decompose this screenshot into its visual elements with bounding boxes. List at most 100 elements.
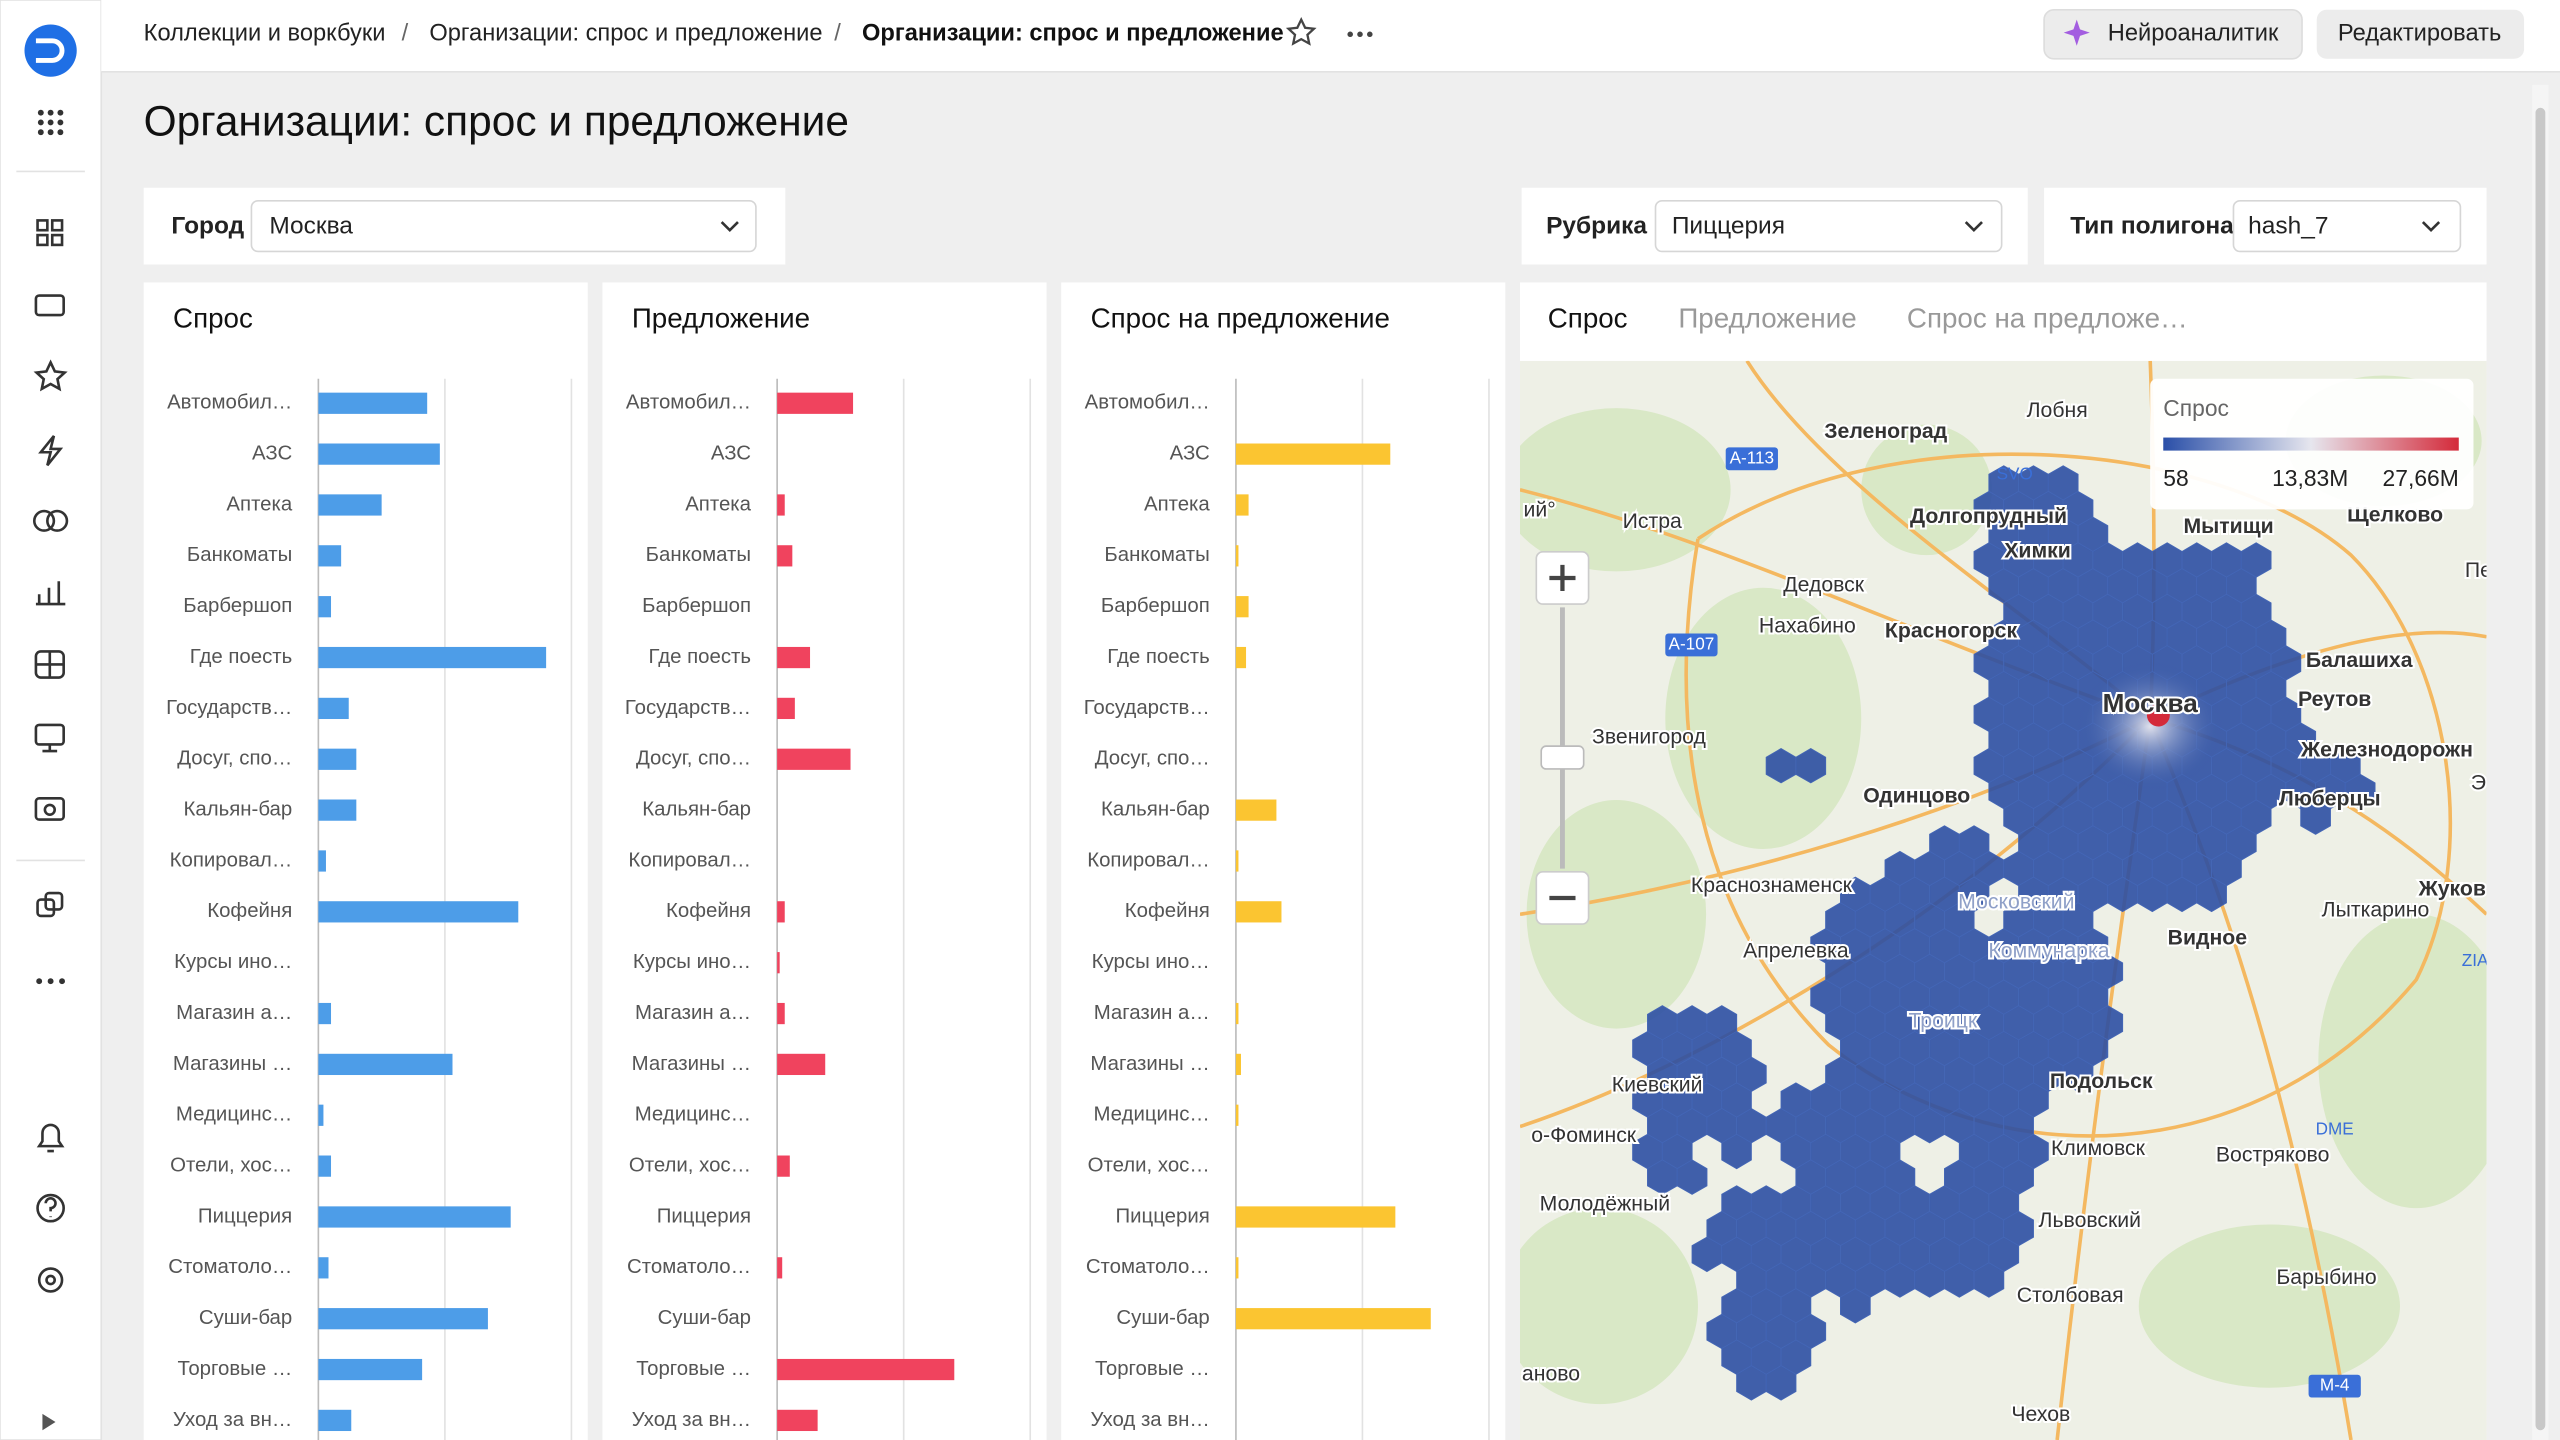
- nav-icons-bottom[interactable]: [36, 891, 65, 1293]
- place-label: Троицк: [1909, 1010, 1978, 1033]
- more-menu[interactable]: [1347, 31, 1373, 38]
- chart-title: Спрос: [173, 302, 253, 333]
- category-label: Медицинс…: [176, 1104, 292, 1126]
- hex-layer: [1632, 465, 2376, 1401]
- nav-icons[interactable]: [32, 219, 69, 821]
- category-label: Магазин а…: [635, 1002, 751, 1024]
- map-tab-active[interactable]: Спрос: [1548, 302, 1628, 333]
- category-label: Торговые …: [636, 1358, 751, 1380]
- road-label: SVO: [1997, 464, 2033, 484]
- category-label: Магазины …: [632, 1053, 751, 1075]
- bar: [318, 1104, 324, 1126]
- category-label: Барбершоп: [183, 595, 292, 617]
- hotspot: [2076, 661, 2224, 792]
- place-label: Пе: [2465, 559, 2492, 582]
- chevron: [720, 221, 739, 233]
- category-label: Барбершоп: [642, 595, 751, 617]
- breadcrumb[interactable]: Коллекции и воркбуки: [144, 21, 386, 47]
- logo[interactable]: [24, 24, 77, 77]
- category-label: Аптека: [1144, 493, 1210, 515]
- chevron: [1964, 221, 1983, 233]
- bar: [318, 1206, 511, 1228]
- bar: [318, 392, 428, 414]
- bar: [777, 748, 851, 770]
- filter-select[interactable]: [250, 200, 757, 253]
- place-label: Коммунарка: [1988, 939, 2109, 962]
- bar: [777, 392, 854, 414]
- category-label: Досуг, спо…: [1095, 748, 1210, 770]
- category-label: Магазин а…: [176, 1002, 292, 1024]
- category-label: Медицинс…: [635, 1104, 751, 1126]
- edit-button-label: Редактировать: [2338, 21, 2501, 47]
- bar: [318, 799, 357, 821]
- bar: [318, 901, 519, 923]
- category-label: Магазин а…: [1094, 1002, 1210, 1024]
- place-label: Реутов: [2298, 688, 2371, 711]
- bar: [318, 1002, 332, 1025]
- category-label: Суши-бар: [199, 1307, 292, 1329]
- category-label: Отели, хос…: [629, 1155, 751, 1177]
- map-tab[interactable]: Спрос на предложе…: [1907, 302, 2188, 333]
- place-label: Климовск: [2051, 1137, 2146, 1160]
- category-label: Стоматоло…: [168, 1256, 292, 1278]
- zoom-handle[interactable]: [1540, 745, 1585, 770]
- category-label: Аптека: [226, 493, 292, 515]
- road-label: М-4: [2320, 1375, 2350, 1395]
- bar: [318, 494, 382, 516]
- place-label: аново: [1522, 1362, 1580, 1385]
- category-label: Копировал…: [1087, 849, 1210, 871]
- category-label: Автомобил…: [167, 392, 292, 414]
- place-label: Лобня: [2027, 399, 2088, 422]
- category-label: Торговые …: [177, 1358, 292, 1380]
- filter-select[interactable]: [2232, 200, 2462, 253]
- category-label: Курсы ино…: [1092, 951, 1210, 973]
- category-label: Досуг, спо…: [177, 748, 292, 770]
- bar: [777, 494, 785, 516]
- ai-button[interactable]: [2043, 8, 2303, 60]
- category-label: Кальян-бар: [1101, 799, 1210, 821]
- category-label: Пиццерия: [1115, 1205, 1209, 1227]
- road-badge: [1725, 447, 1778, 471]
- place-label: Чехов: [2011, 1403, 2070, 1426]
- breadcrumb-current: Организации: спрос и предложение: [862, 21, 1284, 47]
- place-label: Краснознаменск: [1691, 874, 1853, 897]
- category-label: Уход за вн…: [173, 1409, 292, 1431]
- scrollbar-thumb[interactable]: [2535, 107, 2546, 1431]
- bar: [318, 1308, 488, 1330]
- category-label: Отели, хос…: [170, 1155, 292, 1177]
- filter-select[interactable]: [1654, 200, 2003, 253]
- road-label: А-113: [1730, 447, 1774, 467]
- bar: [318, 1257, 329, 1279]
- hex-cell: [2344, 773, 2376, 810]
- map-tab[interactable]: Предложение: [1678, 302, 1856, 333]
- bar: [1235, 1002, 1239, 1025]
- place-label: Молодёжный: [1540, 1193, 1670, 1216]
- favorite-icon[interactable]: [1285, 16, 1317, 46]
- road-label: ZIA: [2462, 950, 2489, 970]
- bar: [1235, 799, 1277, 821]
- hex-cell: [2062, 1056, 2094, 1092]
- bar: [318, 748, 357, 770]
- more-icon[interactable]: [36, 978, 65, 985]
- expand-sidebar[interactable]: [42, 1413, 56, 1431]
- category-label: Стоматоло…: [627, 1256, 751, 1278]
- hotspot-peak: [2146, 703, 2170, 727]
- bar: [777, 1409, 818, 1432]
- breadcrumb[interactable]: Организации: спрос и предложение: [429, 21, 822, 47]
- bar: [777, 952, 780, 974]
- chart-title: Спрос на предложение: [1091, 302, 1390, 333]
- place-label: Одинцово: [1863, 784, 1970, 807]
- place-label: Московский: [1958, 890, 2074, 913]
- category-label: Магазины …: [1090, 1053, 1209, 1075]
- bar: [1235, 545, 1239, 567]
- filter-value: Москва: [269, 212, 353, 239]
- bar: [318, 1053, 453, 1076]
- edit-button[interactable]: [2316, 9, 2525, 59]
- bar: [1235, 901, 1282, 923]
- apps-icon[interactable]: [37, 109, 64, 136]
- legend-label: 27,66M: [2383, 465, 2459, 491]
- filter-label: Город: [171, 212, 244, 239]
- chart-card: [602, 282, 1047, 1440]
